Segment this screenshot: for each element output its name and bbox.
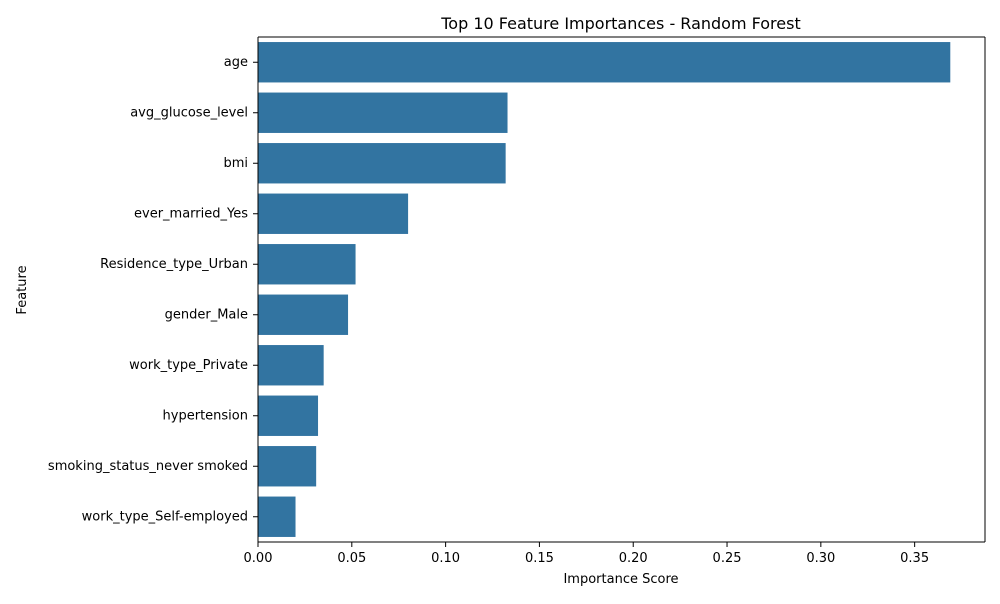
x-tick-label-3: 0.15 <box>525 551 554 566</box>
bar-7 <box>258 395 319 436</box>
x-tick-label-7: 0.35 <box>900 551 929 566</box>
y-axis-label: Feature <box>15 265 30 314</box>
bar-8 <box>258 446 317 487</box>
y-tick-label-9: work_type_Self-employed <box>82 509 248 524</box>
bar-6 <box>258 345 324 386</box>
bar-5 <box>258 294 349 335</box>
x-tick-label-5: 0.25 <box>713 551 742 566</box>
bar-4 <box>258 244 356 285</box>
y-tick-label-7: hypertension <box>163 408 248 423</box>
x-tick-label-1: 0.05 <box>337 551 366 566</box>
y-tick-label-6: work_type_Private <box>129 358 248 373</box>
y-tick-label-2: bmi <box>223 156 248 171</box>
x-ticks: 0.00 0.05 0.10 0.15 0.20 0.25 0.30 0.35 <box>244 542 929 566</box>
bars-layer <box>258 42 951 537</box>
y-tick-label-4: Residence_type_Urban <box>100 257 248 272</box>
x-tick-label-0: 0.00 <box>244 551 273 566</box>
y-tick-label-3: ever_married_Yes <box>134 206 248 221</box>
x-tick-label-6: 0.30 <box>806 551 835 566</box>
y-tick-label-0: age <box>224 55 248 70</box>
x-axis-label: Importance Score <box>563 572 678 587</box>
y-tick-label-8: smoking_status_never smoked <box>48 459 248 474</box>
bar-3 <box>258 193 409 234</box>
bar-9 <box>258 496 296 537</box>
bar-0 <box>258 42 951 83</box>
x-tick-label-4: 0.20 <box>619 551 648 566</box>
bar-2 <box>258 143 506 184</box>
chart-title: Top 10 Feature Importances - Random Fore… <box>440 14 800 33</box>
x-tick-label-2: 0.10 <box>431 551 460 566</box>
y-tick-label-1: avg_glucose_level <box>130 105 248 120</box>
axes-frame <box>257 36 986 543</box>
bar-1 <box>258 92 508 133</box>
y-tick-label-5: gender_Male <box>165 307 248 322</box>
